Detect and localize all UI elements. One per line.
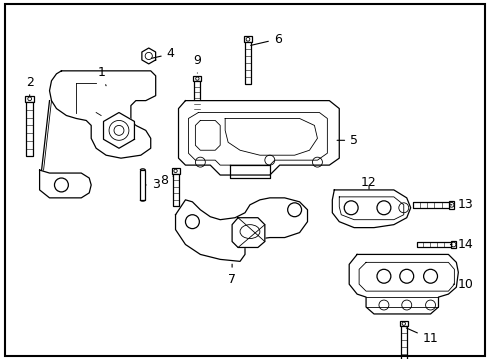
Bar [244, 36, 252, 42]
Bar [26, 102, 33, 157]
Polygon shape [40, 170, 91, 198]
Bar [413, 202, 449, 208]
Bar [195, 81, 200, 109]
Polygon shape [230, 165, 270, 178]
Text: 5: 5 [337, 134, 358, 147]
Text: 12: 12 [361, 176, 377, 189]
Polygon shape [49, 71, 156, 158]
Bar [451, 240, 456, 248]
Polygon shape [349, 255, 458, 314]
Text: 14: 14 [450, 238, 473, 251]
Text: 10: 10 [453, 278, 473, 291]
Text: 4: 4 [151, 48, 174, 60]
Text: 8: 8 [160, 174, 173, 186]
Bar [401, 327, 407, 360]
Polygon shape [178, 100, 339, 175]
Text: 9: 9 [194, 54, 201, 73]
Polygon shape [232, 218, 265, 247]
Polygon shape [103, 113, 134, 148]
Bar [140, 170, 145, 200]
Text: 6: 6 [251, 33, 282, 46]
Bar [172, 174, 178, 206]
Text: 1: 1 [97, 66, 106, 86]
Text: 3: 3 [146, 179, 160, 192]
Text: 7: 7 [228, 264, 236, 286]
Text: 11: 11 [406, 328, 439, 345]
Text: 2: 2 [26, 76, 34, 96]
Text: 13: 13 [450, 198, 473, 211]
Bar [245, 42, 251, 84]
Bar [25, 96, 34, 102]
Polygon shape [175, 198, 308, 261]
Bar [172, 168, 179, 174]
Bar [416, 242, 451, 247]
Bar [449, 201, 454, 209]
Bar [400, 321, 408, 327]
Bar [194, 76, 201, 81]
Polygon shape [332, 190, 411, 228]
